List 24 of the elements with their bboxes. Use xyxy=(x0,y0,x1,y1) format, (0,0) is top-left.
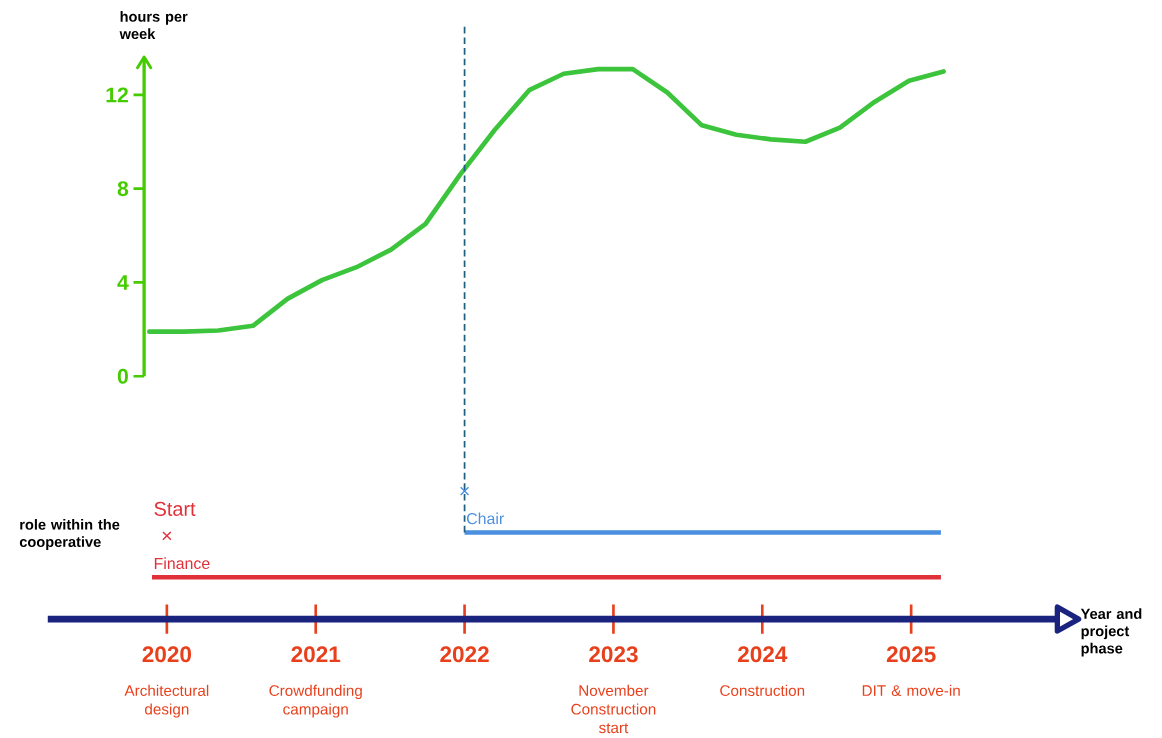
text: Architectural design xyxy=(124,685,209,718)
annotation: × xyxy=(162,531,172,541)
x-tick-label: 2021 xyxy=(291,646,341,663)
text: DIT & move-in xyxy=(862,685,960,697)
y-tick-label: Chair xyxy=(466,512,504,525)
y-tick-label: 0 xyxy=(117,368,128,384)
x-tick-label: 2020 xyxy=(142,646,192,663)
x-axis-title: Year and project phase xyxy=(1080,608,1142,657)
line-series xyxy=(146,66,946,335)
y-axis-title: hours per week xyxy=(119,11,188,40)
x-tick-label: 2024 xyxy=(737,646,788,663)
annotation: × xyxy=(460,486,470,496)
y-tick-label: 8 xyxy=(117,181,129,197)
text: November Construction start xyxy=(571,685,656,734)
text: Crowdfunding campaign xyxy=(269,685,362,718)
y-tick-label: 4 xyxy=(117,275,129,290)
x-tick-label: 2023 xyxy=(589,646,638,663)
x-tick-label: 2022 xyxy=(440,646,489,663)
y-axis-title: role within the cooperative xyxy=(19,519,120,551)
y-tick-label: Finance xyxy=(154,557,210,570)
x-tick-label: 2025 xyxy=(886,646,936,663)
text: Construction xyxy=(720,685,805,697)
y-tick-label: 12 xyxy=(106,87,128,103)
annotation: Start xyxy=(154,502,196,517)
